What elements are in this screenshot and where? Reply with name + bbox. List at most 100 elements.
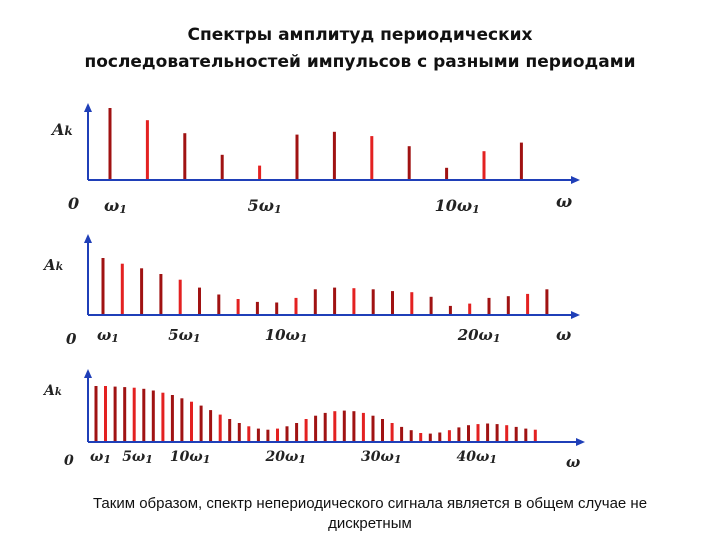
bar-k6 bbox=[295, 134, 299, 180]
bar-k22 bbox=[295, 423, 299, 442]
bar-k5 bbox=[178, 279, 182, 315]
bar-k8 bbox=[370, 136, 374, 180]
bar-k17 bbox=[247, 426, 251, 442]
spectrum-chart-1: Ak 0 ω ω1 5ω1 10ω1 bbox=[50, 103, 580, 216]
bar-k24 bbox=[545, 289, 549, 315]
tick-label-0: ω1 bbox=[90, 449, 111, 466]
y-axis-arrow bbox=[84, 103, 92, 112]
y-axis-arrow bbox=[84, 234, 92, 243]
bar-k45 bbox=[514, 426, 518, 442]
title-line-2: последовательностей импульсов с разными … bbox=[84, 52, 636, 72]
caption-line-2: дискретным bbox=[328, 515, 412, 532]
bar-k3 bbox=[140, 268, 144, 315]
bar-k28 bbox=[352, 411, 356, 442]
bar-k46 bbox=[524, 428, 528, 442]
x-axis-arrow bbox=[571, 176, 580, 184]
bar-k2 bbox=[120, 263, 124, 315]
tick-label-2: 10ω1 bbox=[265, 326, 308, 345]
bar-k17 bbox=[410, 292, 414, 315]
bar-k14 bbox=[352, 288, 356, 315]
caption: Таким образом, спектр непериодического с… bbox=[20, 494, 720, 534]
bar-k7 bbox=[151, 390, 155, 442]
bar-k44 bbox=[505, 425, 509, 442]
bar-k4 bbox=[159, 274, 163, 315]
bar-k13 bbox=[333, 287, 337, 315]
title-line-1: Спектры амплитуд периодических bbox=[187, 25, 533, 45]
bar-k37 bbox=[438, 432, 442, 442]
x-axis-label: ω bbox=[566, 453, 580, 471]
bar-k30 bbox=[371, 415, 375, 442]
chart-title: Спектры амплитуд периодических последова… bbox=[0, 22, 720, 76]
origin-label: 0 bbox=[66, 330, 77, 348]
tick-label-3: 20ω1 bbox=[265, 449, 306, 466]
y-axis-label: Ak bbox=[42, 256, 64, 274]
bar-k27 bbox=[342, 410, 346, 442]
x-axis-label: ω bbox=[556, 192, 572, 212]
x-axis-arrow bbox=[576, 438, 585, 446]
bar-k42 bbox=[486, 423, 490, 442]
bar-k7 bbox=[217, 294, 221, 315]
bar-k2 bbox=[145, 120, 149, 180]
bar-k23 bbox=[304, 419, 308, 442]
bar-k38 bbox=[447, 430, 451, 442]
bar-k7 bbox=[332, 131, 336, 180]
y-axis-label: Ak bbox=[42, 383, 62, 399]
tick-label-2: 10ω1 bbox=[435, 196, 480, 216]
tick-label-1: 5ω1 bbox=[168, 326, 200, 345]
origin-label: 0 bbox=[64, 453, 74, 469]
bar-k12 bbox=[519, 142, 523, 180]
bar-k10 bbox=[445, 167, 449, 180]
bar-k43 bbox=[495, 424, 499, 442]
bar-k11 bbox=[482, 151, 486, 180]
bar-k39 bbox=[457, 427, 461, 442]
bar-k34 bbox=[409, 430, 413, 442]
caption-line-1: Таким образом, спектр непериодического с… bbox=[92, 495, 648, 512]
bar-k4 bbox=[220, 154, 224, 180]
bar-k1 bbox=[94, 386, 98, 442]
bar-k4 bbox=[123, 387, 127, 442]
bar-k19 bbox=[448, 305, 452, 315]
bar-k18 bbox=[256, 428, 260, 442]
bar-k11 bbox=[190, 401, 193, 442]
bar-k26 bbox=[333, 411, 337, 442]
bar-k21 bbox=[285, 426, 289, 442]
bar-k12 bbox=[313, 289, 317, 315]
bar-k1 bbox=[101, 258, 105, 315]
bar-k1 bbox=[108, 108, 112, 180]
bar-k5 bbox=[132, 387, 136, 442]
spectrum-chart-3: Ak 0 ω ω1 5ω1 10ω1 20ω1 30ω1 40ω1 bbox=[42, 369, 585, 471]
bar-k3 bbox=[183, 133, 187, 180]
bar-k12 bbox=[199, 405, 203, 442]
bar-k9 bbox=[255, 301, 259, 315]
bar-k40 bbox=[467, 425, 470, 442]
spectrum-chart-2: Ak 0 ω ω1 5ω1 10ω1 20ω1 bbox=[42, 234, 580, 348]
bar-k35 bbox=[419, 433, 423, 442]
bar-k3 bbox=[113, 386, 117, 442]
bar-k10 bbox=[180, 398, 184, 442]
origin-label: 0 bbox=[68, 194, 79, 213]
bar-k8 bbox=[161, 392, 165, 442]
bar-k13 bbox=[209, 410, 213, 442]
bar-k5 bbox=[258, 165, 262, 180]
bar-k18 bbox=[429, 296, 433, 315]
bar-k47 bbox=[533, 429, 537, 442]
bar-k2 bbox=[104, 386, 107, 442]
bar-k24 bbox=[314, 415, 318, 442]
y-axis-arrow bbox=[84, 369, 92, 378]
bar-k9 bbox=[407, 146, 411, 180]
x-axis-label: ω bbox=[556, 325, 571, 344]
bar-k32 bbox=[390, 423, 394, 442]
bar-k20 bbox=[468, 303, 472, 315]
x-axis-arrow bbox=[571, 311, 580, 319]
bar-k16 bbox=[391, 291, 394, 315]
bar-k9 bbox=[170, 395, 174, 442]
tick-label-1: 5ω1 bbox=[248, 196, 282, 216]
bar-k15 bbox=[228, 419, 232, 442]
bar-k41 bbox=[476, 424, 480, 442]
bar-k10 bbox=[275, 302, 279, 315]
bar-k11 bbox=[294, 297, 298, 315]
bar-k8 bbox=[236, 299, 240, 315]
tick-label-4: 30ω1 bbox=[361, 449, 401, 466]
tick-label-0: ω1 bbox=[97, 326, 119, 345]
tick-label-5: 40ω1 bbox=[457, 449, 497, 466]
